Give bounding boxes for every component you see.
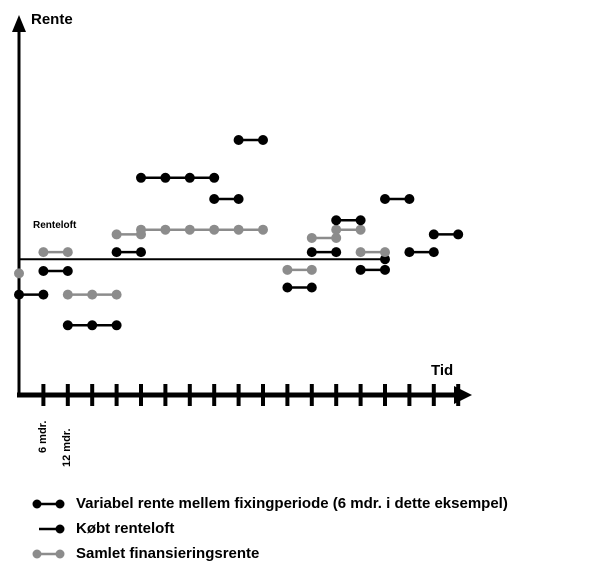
combined-rate-point <box>355 224 366 235</box>
tick-label-6-months: 6 mdr. <box>37 421 49 453</box>
variable-rate-segment-1 <box>14 289 49 300</box>
variable-rate-point <box>404 194 415 205</box>
combined-rate-segment-2 <box>38 247 73 258</box>
combined-rate-point <box>160 224 171 235</box>
combined-rate-point <box>306 232 317 243</box>
y-axis-title: Rente <box>31 11 73 28</box>
combined-rate-point <box>306 264 317 275</box>
combined-rate-point <box>136 224 146 235</box>
variable-rate-point <box>428 229 439 240</box>
variable-rate-point <box>38 289 49 300</box>
variable-rate-point <box>282 282 293 293</box>
variable-rate-point <box>38 266 49 276</box>
variable-rate-point <box>380 194 390 205</box>
legend-item-cap: Købt renteloft <box>30 516 508 541</box>
variable-rate-point <box>184 172 195 183</box>
combined-rate-point <box>331 232 342 243</box>
legend: Variabel rente mellem fixingperiode (6 m… <box>30 491 508 566</box>
combined-rate-point <box>111 289 122 300</box>
y-axis-arrow <box>12 15 26 32</box>
variable-rate-segment-8 <box>282 282 317 293</box>
combined-rate-point <box>184 224 195 235</box>
variable-rate-point <box>136 172 146 183</box>
legend-symbol-variable-rate <box>32 499 65 508</box>
variable-rate-point <box>209 194 220 205</box>
combined-rate-segment-7 <box>306 232 342 243</box>
variable-rate-point <box>331 247 342 258</box>
combined-rate-segment-1 <box>14 268 24 279</box>
variable-rate-point <box>355 215 366 226</box>
combined-rate-segment-8 <box>331 224 366 235</box>
variable-rate-point <box>355 264 366 275</box>
combined-rate-point <box>87 289 98 300</box>
rate-segments <box>14 135 464 331</box>
variable-rate-point <box>233 194 244 205</box>
legend-symbol-combined-rate <box>32 549 65 558</box>
variable-rate-segment-2 <box>38 266 73 276</box>
variable-rate-point <box>331 215 342 226</box>
axes <box>12 15 472 404</box>
combined-rate-point <box>380 247 390 258</box>
legend-label-combined-rate: Samlet finansieringsrente <box>76 545 260 562</box>
x-axis-ticks <box>41 384 461 406</box>
variable-rate-point <box>87 320 98 331</box>
combined-rate-segment-5 <box>136 224 268 235</box>
combined-rate-point <box>62 247 73 258</box>
variable-rate-segment-10 <box>331 215 366 226</box>
variable-rate-segment-7 <box>233 135 268 146</box>
variable-rate-point <box>62 266 73 276</box>
legend-symbol-cap <box>39 524 65 533</box>
combined-rate-point <box>233 224 244 235</box>
variable-rate-point <box>160 172 171 183</box>
variable-rate-point <box>111 320 122 331</box>
legend-item-combined-rate: Samlet finansieringsrente <box>30 541 508 566</box>
combined-rate-segment-6 <box>282 264 317 275</box>
variable-rate-segment-5 <box>136 172 220 183</box>
variable-rate-point <box>306 247 317 258</box>
combined-rate-point <box>355 247 366 258</box>
variable-rate-segment-6 <box>209 194 244 205</box>
legend-label-variable-rate: Variabel rente mellem fixingperiode (6 m… <box>76 495 508 512</box>
legend-item-variable-rate: Variabel rente mellem fixingperiode (6 m… <box>30 491 508 516</box>
combined-rate-point <box>62 289 73 300</box>
combined-rate-point <box>14 268 24 279</box>
variable-rate-point <box>380 264 390 275</box>
combined-rate-point <box>209 224 220 235</box>
combined-rate-point <box>111 229 122 240</box>
tick-label-12-months: 12 mdr. <box>61 428 73 467</box>
variable-rate-segment-4 <box>111 247 146 258</box>
variable-rate-segment-3 <box>62 320 122 331</box>
variable-rate-point <box>428 247 439 258</box>
variable-rate-point <box>258 135 268 146</box>
variable-rate-segment-14 <box>428 229 464 240</box>
variable-rate-point <box>111 247 122 258</box>
x-axis-title: Tid <box>431 362 453 379</box>
cap-line-endpoint <box>380 254 390 265</box>
combined-rate-segment-9 <box>355 247 390 258</box>
cap-label: Renteloft <box>33 220 77 231</box>
variable-rate-point <box>209 172 220 183</box>
variable-rate-segment-9 <box>306 247 342 258</box>
variable-rate-point <box>453 229 464 240</box>
cap-line-group <box>19 254 390 265</box>
variable-rate-point <box>306 282 317 293</box>
legend-label-cap: Købt renteloft <box>76 520 175 537</box>
variable-rate-point <box>62 320 73 331</box>
variable-rate-point <box>136 247 146 258</box>
combined-rate-point <box>258 224 268 235</box>
combined-rate-point <box>38 247 49 258</box>
variable-rate-segment-13 <box>404 247 439 258</box>
variable-rate-point <box>404 247 415 258</box>
combined-rate-segment-3 <box>62 289 122 300</box>
combined-rate-point <box>331 224 342 235</box>
variable-rate-point <box>14 289 24 300</box>
combined-rate-point <box>282 264 293 275</box>
variable-rate-segment-11 <box>355 264 390 275</box>
variable-rate-point <box>233 135 244 146</box>
variable-rate-segment-12 <box>380 194 415 205</box>
